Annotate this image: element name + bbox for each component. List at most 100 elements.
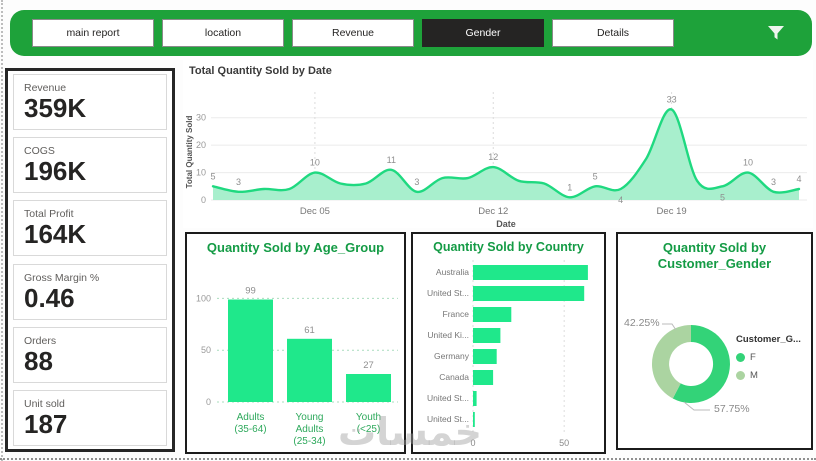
svg-text:100: 100 [196, 294, 211, 304]
bar [473, 369, 494, 385]
svg-text:99: 99 [245, 286, 256, 297]
svg-text:20: 20 [196, 140, 206, 150]
svg-text:United St...: United St... [427, 414, 469, 424]
bar [473, 327, 501, 343]
kpi-label: Gross Margin % [24, 271, 100, 284]
bar [228, 299, 273, 403]
donut-slice-F [672, 325, 730, 403]
nav-button-revenue[interactable]: Revenue [292, 19, 414, 47]
gender-chart-title: Quantity Sold by Customer_Gender [657, 240, 772, 272]
svg-text:4: 4 [618, 195, 623, 205]
category-label: Youth (<25) [356, 412, 381, 435]
bar [287, 339, 332, 403]
svg-text:Date: Date [496, 219, 516, 228]
selection-edge-left [1, 0, 3, 461]
area-fill [213, 109, 799, 200]
svg-text:United St...: United St... [427, 393, 469, 403]
area-chart-title: Total Quantity Sold by Date [189, 65, 332, 77]
bar [473, 390, 477, 406]
kpi-value: 359K [24, 93, 87, 123]
age-group-bar-chart[interactable]: 0 50 100 99 Adults (35-64) 61 Young Adults (25-34… [187, 256, 404, 452]
kpi-label: COGS [24, 145, 55, 158]
filter-icon[interactable] [766, 25, 786, 41]
kpi-value: 88 [24, 345, 53, 376]
nav-button-gender[interactable]: Gender [422, 19, 544, 47]
leader-line-f [683, 401, 710, 411]
gender-chart-panel: Quantity Sold by Customer_Gender 42.25% … [616, 232, 813, 450]
legend-item-m[interactable]: M [736, 370, 801, 381]
legend-label-m: M [750, 370, 758, 381]
country-bar-chart[interactable]: 0 50 Australia United St... France United Ki.… [413, 256, 604, 452]
bar [473, 264, 588, 280]
legend-label-f: F [750, 352, 756, 363]
donut-label-m: 42.25% [624, 317, 660, 329]
svg-text:Dec 19: Dec 19 [657, 206, 687, 217]
kpi-value: 196K [24, 156, 87, 187]
kpi-card-total-profit: Total Profit 164K [13, 200, 167, 257]
svg-text:5: 5 [593, 171, 598, 181]
kpi-value: 164K [24, 219, 87, 250]
svg-text:3: 3 [771, 177, 776, 187]
nav-button-main-report[interactable]: main report [32, 19, 154, 47]
category-label: Adults (35-64) [234, 412, 266, 435]
kpi-label: Total Profit [24, 208, 74, 221]
nav-tabs: main report location Revenue Gender Deta… [32, 19, 682, 47]
legend-item-f[interactable]: F [736, 352, 801, 363]
bar [473, 411, 475, 427]
nav-button-location[interactable]: location [162, 19, 284, 47]
svg-text:3: 3 [236, 177, 241, 187]
nav-button-details[interactable]: Details [552, 19, 674, 47]
svg-text:Canada: Canada [439, 372, 469, 382]
kpi-label: Revenue [24, 82, 67, 94]
svg-text:Total Quantity Sold: Total Quantity Sold [185, 116, 194, 189]
legend-dot-f [736, 353, 745, 362]
age-group-chart-panel: Quantity Sold by Age_Group 0 50 100 99 Adult… [185, 232, 406, 454]
svg-text:4: 4 [796, 174, 801, 184]
age-group-chart-title: Quantity Sold by Age_Group [206, 240, 385, 255]
svg-text:0: 0 [206, 397, 211, 407]
donut-slice-M [651, 325, 691, 399]
bar [473, 348, 497, 364]
kpi-card-gross-margin: Gross Margin % 0.46 [13, 263, 167, 320]
svg-text:Germany: Germany [434, 351, 470, 361]
svg-text:27: 27 [363, 360, 374, 371]
svg-text:France: France [443, 309, 470, 319]
area-chart[interactable]: 0 10 20 30 Dec 05 Dec 12 Dec 19 Date Total Quant… [183, 78, 813, 228]
category-label: Young Adults (25-34) [293, 412, 325, 447]
area-chart-panel: Total Quantity Sold by Date 0 10 20 30 Dec 0… [183, 60, 813, 228]
svg-text:11: 11 [387, 155, 396, 165]
kpi-card-cogs: COGS 196K [13, 137, 167, 194]
svg-text:10: 10 [310, 158, 320, 168]
kpi-label: Unit sold [24, 398, 65, 411]
svg-text:10: 10 [743, 158, 753, 168]
svg-text:5: 5 [720, 192, 725, 202]
kpi-card-unit-sold: Unit sold 187 [13, 390, 167, 446]
kpi-panel: Revenue 359K COGS 196K Total Profit 164K… [5, 68, 175, 452]
kpi-card-revenue: Revenue 359K [13, 74, 167, 130]
legend-dot-m [736, 371, 745, 380]
gender-donut-chart[interactable] [618, 234, 811, 448]
leader-line-m [662, 323, 677, 331]
area-line [211, 108, 801, 199]
svg-text:Dec 05: Dec 05 [300, 206, 330, 217]
svg-text:50: 50 [201, 345, 211, 355]
svg-text:50: 50 [559, 438, 569, 448]
svg-text:United St...: United St... [427, 288, 469, 298]
svg-text:Dec 12: Dec 12 [478, 206, 508, 217]
svg-text:United Ki...: United Ki... [427, 330, 469, 340]
bar [473, 306, 512, 322]
donut-label-f: 57.75% [714, 403, 750, 415]
bar [346, 374, 391, 403]
svg-text:10: 10 [196, 168, 206, 178]
kpi-label: Orders [24, 334, 57, 347]
svg-text:61: 61 [304, 325, 315, 336]
svg-text:5: 5 [210, 171, 215, 181]
svg-text:0: 0 [201, 195, 206, 205]
donut-legend: Customer_G... F M [736, 334, 801, 388]
svg-text:Australia: Australia [436, 267, 469, 277]
country-chart-panel: Quantity Sold by Country 0 50 Australia Uni… [411, 232, 606, 454]
kpi-value: 0.46 [24, 282, 75, 313]
svg-text:3: 3 [414, 177, 419, 187]
country-chart-title: Quantity Sold by Country [433, 240, 584, 254]
